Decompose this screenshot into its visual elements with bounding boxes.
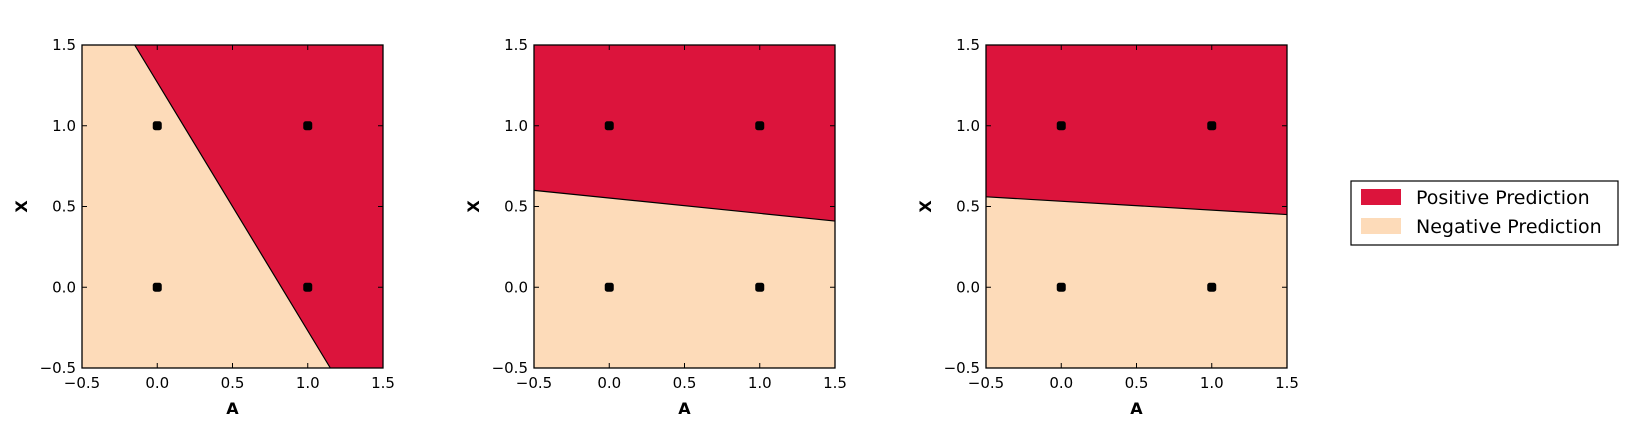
data-point-4 xyxy=(1207,121,1217,131)
data-point-1 xyxy=(604,282,614,292)
y-tick-label: 0.0 xyxy=(956,278,980,296)
plots-group: −0.5 0.0 0.5 1.0 1.5 −0.5 0.0 0.5 1.0 1.5 A X −0.5 0.… xyxy=(12,36,1299,418)
x-tick-label: 1.5 xyxy=(1275,374,1299,392)
x-tick-label: −0.5 xyxy=(968,374,1004,392)
y-tick-label: 1.5 xyxy=(504,36,528,54)
data-point-4 xyxy=(755,121,765,131)
data-point-2 xyxy=(604,121,614,131)
legend-label-positive: Positive Prediction xyxy=(1416,187,1590,209)
data-point-4 xyxy=(303,121,313,131)
x-tick-label: 1.5 xyxy=(823,374,847,392)
x-tick-label: 0.0 xyxy=(145,374,169,392)
y-tick-label: 1.5 xyxy=(956,36,980,54)
y-tick-label: 1.0 xyxy=(956,117,980,135)
x-tick-label: −0.5 xyxy=(64,374,100,392)
positive-region xyxy=(534,45,835,222)
x-tick-label: −0.5 xyxy=(516,374,552,392)
x-tick-label: 0.5 xyxy=(221,374,245,392)
y-tick-label: 0.0 xyxy=(504,278,528,296)
positive-region xyxy=(986,45,1287,215)
x-tick-label: 1.5 xyxy=(371,374,395,392)
x-tick-label: 0.5 xyxy=(1125,374,1149,392)
y-tick-label: 1.0 xyxy=(52,117,76,135)
legend-swatch-positive xyxy=(1361,189,1401,205)
decision-boundary-line xyxy=(134,44,331,369)
data-point-2 xyxy=(1056,121,1066,131)
y-tick-label: −0.5 xyxy=(492,359,528,377)
x-tick-label: 1.0 xyxy=(1200,374,1224,392)
data-point-3 xyxy=(755,282,765,292)
x-axis-label: A xyxy=(226,399,239,418)
data-point-3 xyxy=(1207,282,1217,292)
x-tick-label: 1.0 xyxy=(748,374,772,392)
data-point-3 xyxy=(303,282,313,292)
x-tick-label: 1.0 xyxy=(296,374,320,392)
chart-panel-3: −0.5 0.0 0.5 1.0 1.5 −0.5 0.0 0.5 1.0 1.5 A X xyxy=(916,36,1299,418)
x-tick-label: 0.0 xyxy=(597,374,621,392)
y-tick-label: −0.5 xyxy=(944,359,980,377)
y-tick-label: 0.5 xyxy=(956,198,980,216)
y-tick-label: −0.5 xyxy=(40,359,76,377)
data-point-1 xyxy=(1056,282,1066,292)
y-tick-label: 0.5 xyxy=(504,198,528,216)
y-tick-label: 0.5 xyxy=(52,198,76,216)
chart-panel-2: −0.5 0.0 0.5 1.0 1.5 −0.5 0.0 0.5 1.0 1.5 A X xyxy=(464,36,847,418)
data-point-1 xyxy=(152,282,162,292)
x-tick-label: 0.0 xyxy=(1049,374,1073,392)
y-axis-label: X xyxy=(916,200,935,213)
legend-label-negative: Negative Prediction xyxy=(1416,216,1602,238)
legend-swatch-negative xyxy=(1361,218,1401,234)
y-tick-label: 0.0 xyxy=(52,278,76,296)
y-tick-label: 1.0 xyxy=(504,117,528,135)
chart-panel-1: −0.5 0.0 0.5 1.0 1.5 −0.5 0.0 0.5 1.0 1.5 A X xyxy=(12,36,395,418)
legend: Positive Prediction Negative Prediction xyxy=(1350,180,1619,246)
x-axis-label: A xyxy=(678,399,691,418)
decision-boundary-line xyxy=(533,189,836,222)
y-axis-label: X xyxy=(464,200,483,213)
decision-boundary-line xyxy=(985,196,1288,216)
data-point-2 xyxy=(152,121,162,131)
x-axis-label: A xyxy=(1130,399,1143,418)
positive-region xyxy=(134,45,383,368)
x-tick-label: 0.5 xyxy=(673,374,697,392)
y-axis-label: X xyxy=(12,200,31,213)
y-tick-label: 1.5 xyxy=(52,36,76,54)
